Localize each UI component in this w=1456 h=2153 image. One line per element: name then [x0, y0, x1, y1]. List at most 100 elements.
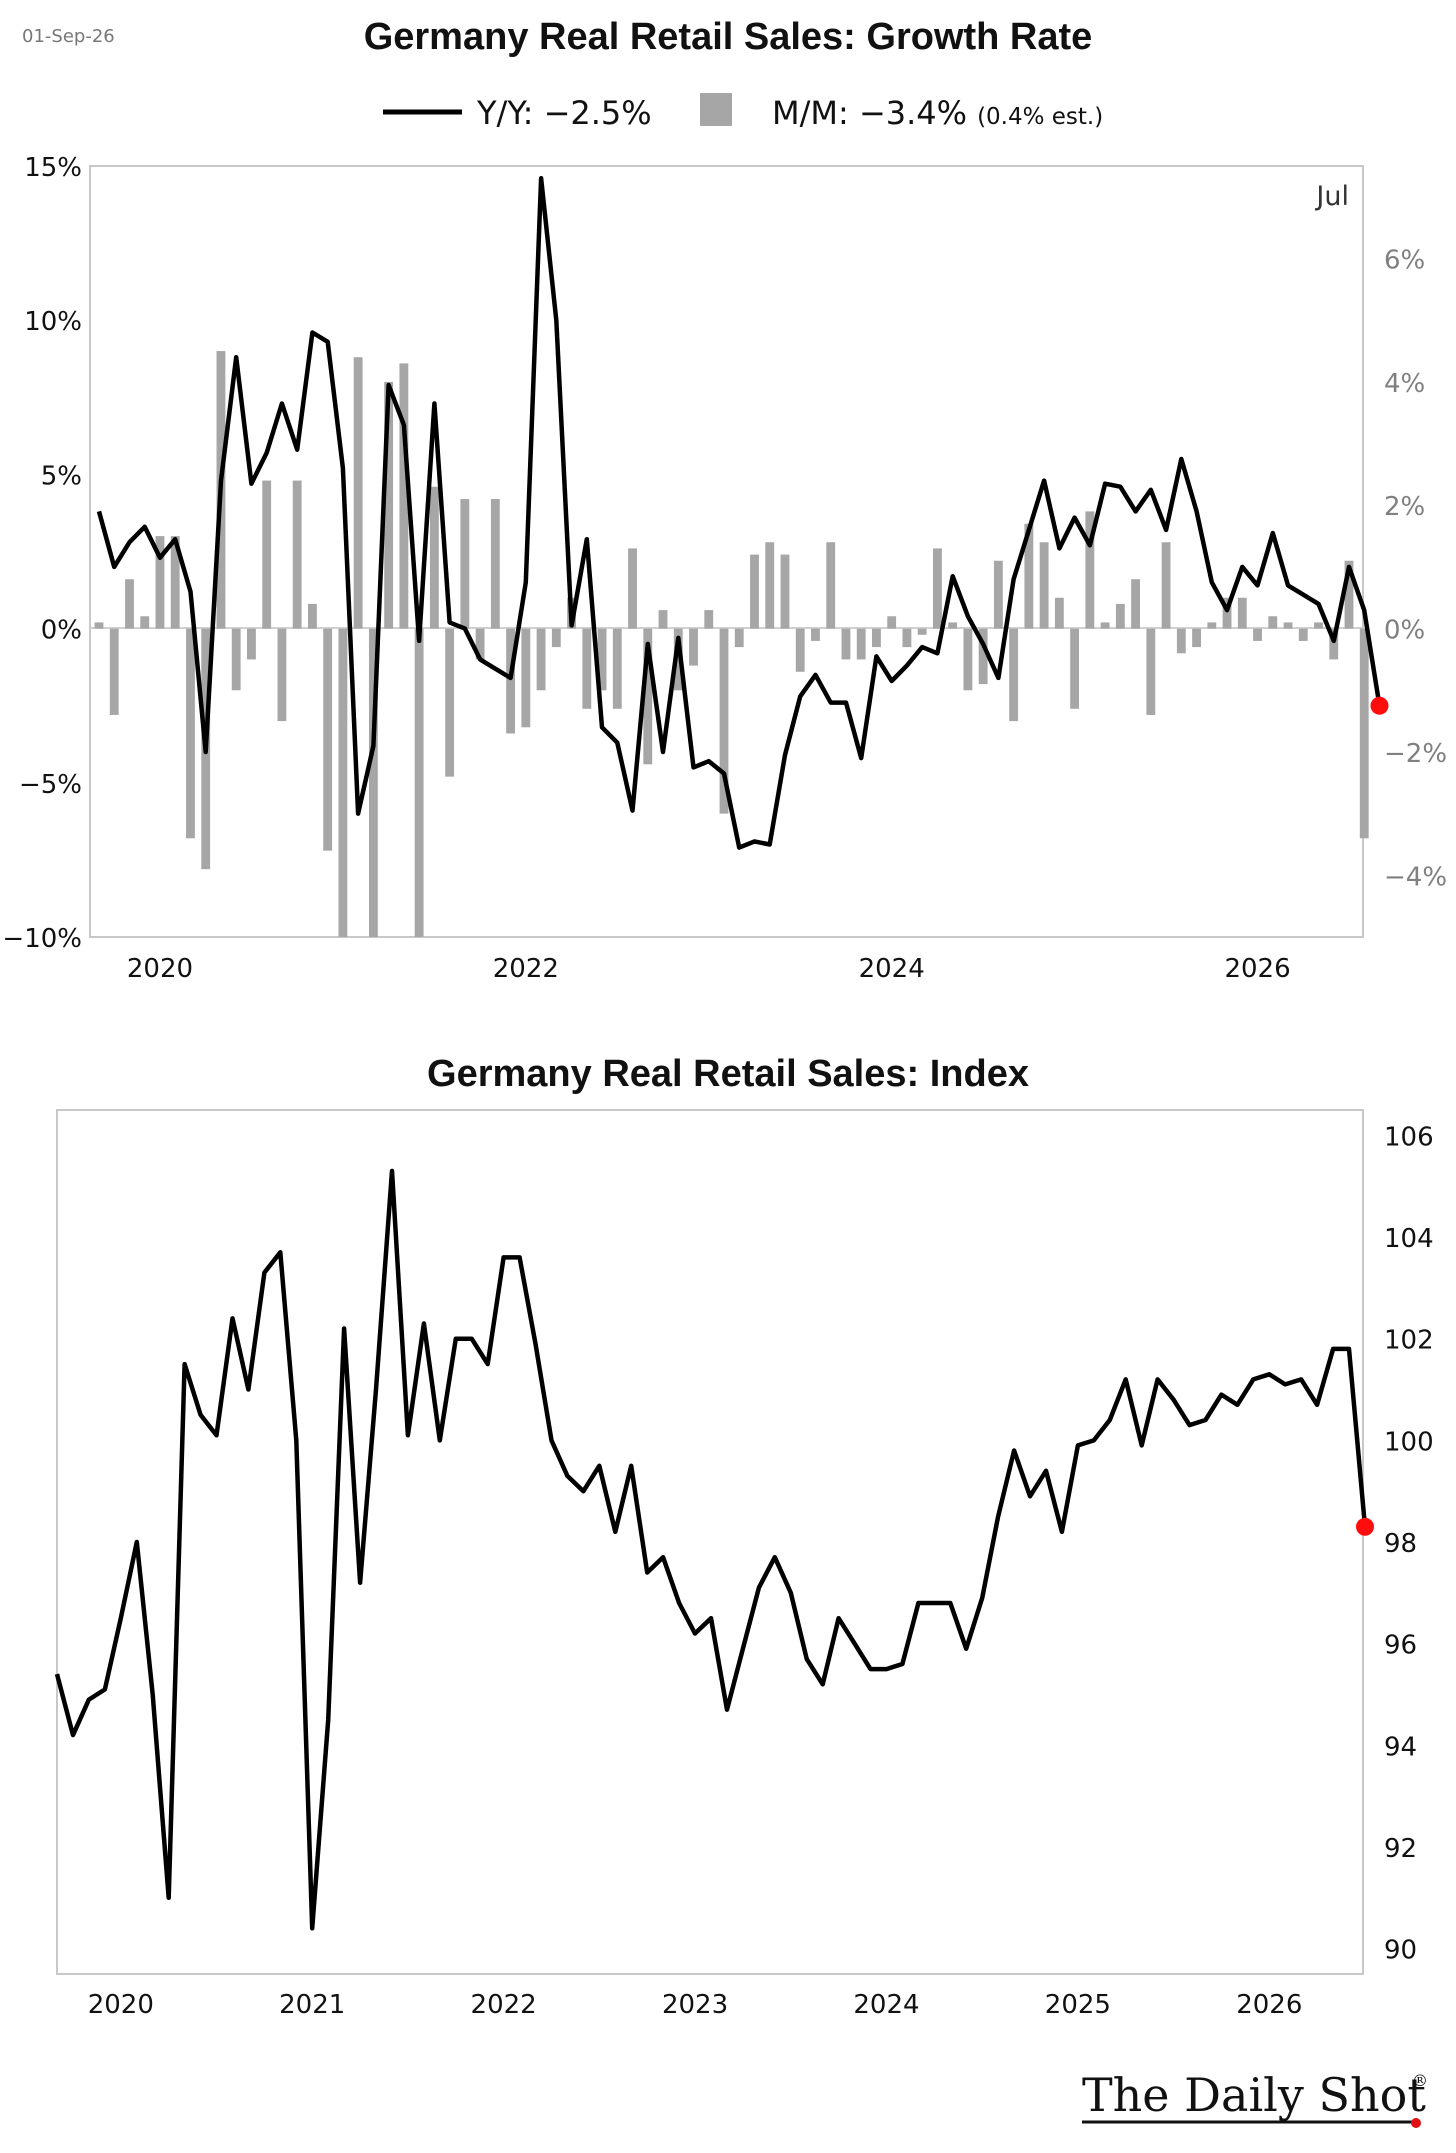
y-tick-label-right: 104 [1384, 1224, 1434, 1254]
mm-bar [1207, 622, 1217, 629]
y-tick-label-right: 4% [1384, 369, 1425, 399]
chart2-index-line [54, 1168, 1368, 1931]
mm-bar [338, 628, 348, 937]
mm-bar [612, 628, 622, 709]
x-tick-label: 2021 [279, 1990, 345, 2020]
y-tick-label-right: 2% [1384, 492, 1425, 522]
mm-bar [109, 628, 119, 715]
y-tick-label-right: 100 [1384, 1427, 1434, 1457]
y-tick-label-left: −5% [19, 770, 82, 800]
mm-bar [826, 542, 836, 629]
mm-bar [1176, 628, 1186, 654]
y-tick-label-right: 90 [1384, 1936, 1417, 1966]
chart1-y-axis-right: 6% 4% 2% 0% −2% −4% [1384, 246, 1447, 893]
mm-bar [399, 363, 409, 629]
x-tick-label: 2022 [471, 1990, 537, 2020]
mm-bar [917, 628, 927, 635]
mm-bar [1253, 628, 1262, 641]
mm-bar [1237, 597, 1247, 629]
mm-bar [1314, 622, 1323, 629]
y-tick-label-left: 5% [41, 461, 82, 491]
mm-bar [719, 628, 729, 814]
mm-bar [856, 628, 866, 660]
y-tick-label-left: 10% [24, 307, 82, 337]
mm-bar [872, 628, 881, 648]
mm-bar [353, 357, 363, 629]
x-tick-label: 2024 [859, 954, 925, 984]
x-tick-label: 2026 [1236, 1990, 1302, 2020]
mm-bar [429, 486, 439, 629]
mm-bar [1222, 597, 1232, 629]
mm-bar [1024, 523, 1034, 629]
mm-bar [1161, 542, 1171, 629]
chart2-x-axis: 2020 2021 2022 2023 2024 2025 2026 [88, 1990, 1303, 2020]
mm-bar [993, 560, 1003, 629]
mm-bar [1085, 511, 1095, 629]
y-tick-label-right: −4% [1384, 862, 1447, 892]
mm-bar [689, 628, 698, 666]
y-tick-label-right: 94 [1384, 1732, 1417, 1762]
y-tick-label-right: 0% [1384, 616, 1425, 646]
mm-bar [307, 603, 317, 629]
chart2-frame [56, 1109, 1364, 1975]
mm-bar [231, 628, 241, 691]
x-tick-label: 2026 [1224, 954, 1290, 984]
y-tick-label-left: −10% [2, 924, 82, 954]
mm-bar [1283, 622, 1293, 629]
mm-bar [125, 579, 134, 629]
mm-bar [506, 628, 516, 734]
mm-bar [750, 554, 759, 629]
mm-bar [155, 536, 165, 629]
chart1-legend: Y/Y: −2.5% M/M: −3.4% (0.4% est.) [383, 93, 1103, 132]
mm-bar [734, 628, 744, 648]
legend-mm-label: M/M: −3.4% (0.4% est.) [772, 94, 1103, 132]
mm-bar [1192, 628, 1201, 648]
mm-bar [140, 616, 150, 629]
mm-bar [1298, 628, 1308, 641]
brand-logo: The Daily Shot ® [1082, 2068, 1428, 2128]
brand-wordmark: The Daily Shot [1082, 2068, 1426, 2122]
mm-bar [1146, 628, 1156, 715]
mm-bar [460, 499, 470, 629]
chart1-x-axis: 2020 2022 2024 2026 [127, 954, 1291, 984]
mm-bar [445, 628, 455, 777]
mm-bar [1054, 597, 1064, 629]
mm-bar [811, 628, 820, 641]
mm-bar [1039, 542, 1049, 629]
chart2-y-axis-right: 106 104 102 100 98 96 94 92 90 [1384, 1122, 1434, 1965]
mm-bar [1329, 628, 1339, 660]
date-stamp: 01-Sep-26 [22, 26, 115, 47]
chart1-y-axis-left: 15% 10% 5% 0% −5% −10% [2, 153, 82, 954]
chart2-last-point-marker [1356, 1517, 1374, 1536]
mm-bar [262, 480, 272, 629]
mm-bar [765, 542, 775, 629]
mm-bar [1070, 628, 1080, 709]
mm-bar [475, 628, 485, 660]
mm-bar [170, 536, 180, 629]
mm-bar [368, 628, 378, 937]
mm-bar [1100, 622, 1110, 629]
x-tick-label: 2022 [493, 954, 559, 984]
mm-bar [643, 628, 653, 765]
mm-bar [704, 610, 714, 629]
mm-bar [887, 616, 897, 629]
chart1-frame [89, 165, 1364, 938]
mm-bar [384, 381, 394, 629]
mm-bar [902, 628, 912, 648]
mm-bar [673, 628, 683, 691]
mm-bar [1359, 628, 1369, 839]
y-tick-label-left: 15% [24, 153, 82, 183]
mm-bar [978, 628, 988, 685]
mm-bar [841, 628, 851, 660]
mm-bar [582, 628, 592, 709]
x-tick-label: 2024 [853, 1990, 919, 2020]
x-tick-label: 2023 [662, 1990, 728, 2020]
brand-red-dot [1411, 2118, 1421, 2128]
y-tick-label-right: 102 [1384, 1326, 1434, 1356]
mm-bar [551, 628, 561, 648]
y-tick-label-right: 92 [1384, 1834, 1417, 1864]
mm-bar [490, 499, 500, 629]
x-tick-label: 2020 [88, 1990, 154, 2020]
y-tick-label-right: 96 [1384, 1631, 1417, 1661]
